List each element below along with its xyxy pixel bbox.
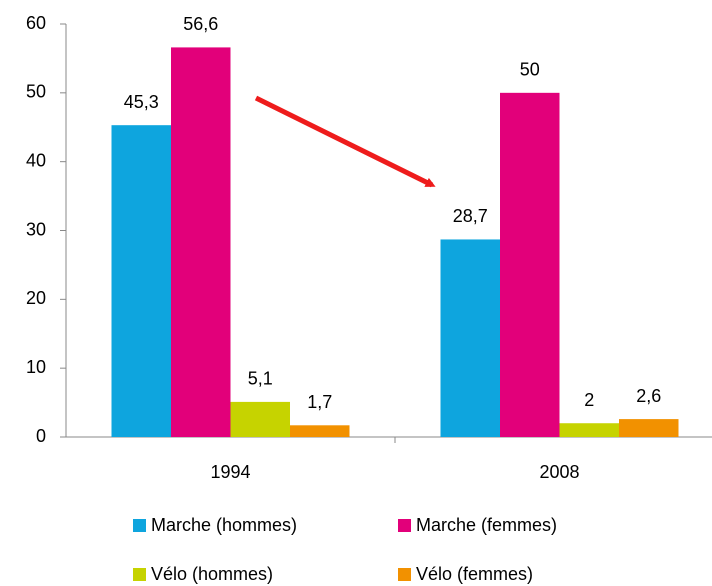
bar	[230, 401, 290, 437]
y-tick-label: 10	[26, 357, 46, 377]
value-label: 28,7	[453, 206, 488, 226]
value-label: 2	[584, 390, 594, 410]
legend-label: Vélo (femmes)	[416, 564, 533, 584]
legend-swatch	[398, 568, 411, 581]
legend-swatch	[133, 568, 146, 581]
legend-swatch	[398, 519, 411, 532]
value-label: 50	[520, 60, 540, 80]
value-label: 45,3	[124, 92, 159, 112]
y-tick-label: 50	[26, 82, 46, 102]
value-label: 56,6	[183, 14, 218, 34]
bar	[500, 92, 560, 437]
value-label: 1,7	[307, 392, 332, 412]
legend-label: Vélo (hommes)	[151, 564, 273, 584]
value-label: 2,6	[636, 386, 661, 406]
legend-swatch	[133, 519, 146, 532]
x-tick-label: 2008	[539, 462, 579, 482]
x-tick-label: 1994	[210, 462, 250, 482]
arrow	[254, 95, 436, 188]
bar	[559, 423, 619, 437]
y-tick-label: 0	[36, 426, 46, 446]
bar	[290, 425, 350, 437]
legend-label: Marche (hommes)	[151, 515, 297, 535]
y-tick-label: 40	[26, 150, 46, 170]
bar	[440, 239, 500, 437]
bar	[619, 419, 679, 437]
y-tick-label: 30	[26, 219, 46, 239]
bar	[111, 125, 171, 437]
y-tick-label: 60	[26, 13, 46, 33]
value-label: 5,1	[248, 369, 273, 389]
y-tick-label: 20	[26, 288, 46, 308]
legend-label: Marche (femmes)	[416, 515, 557, 535]
bar	[171, 47, 231, 438]
